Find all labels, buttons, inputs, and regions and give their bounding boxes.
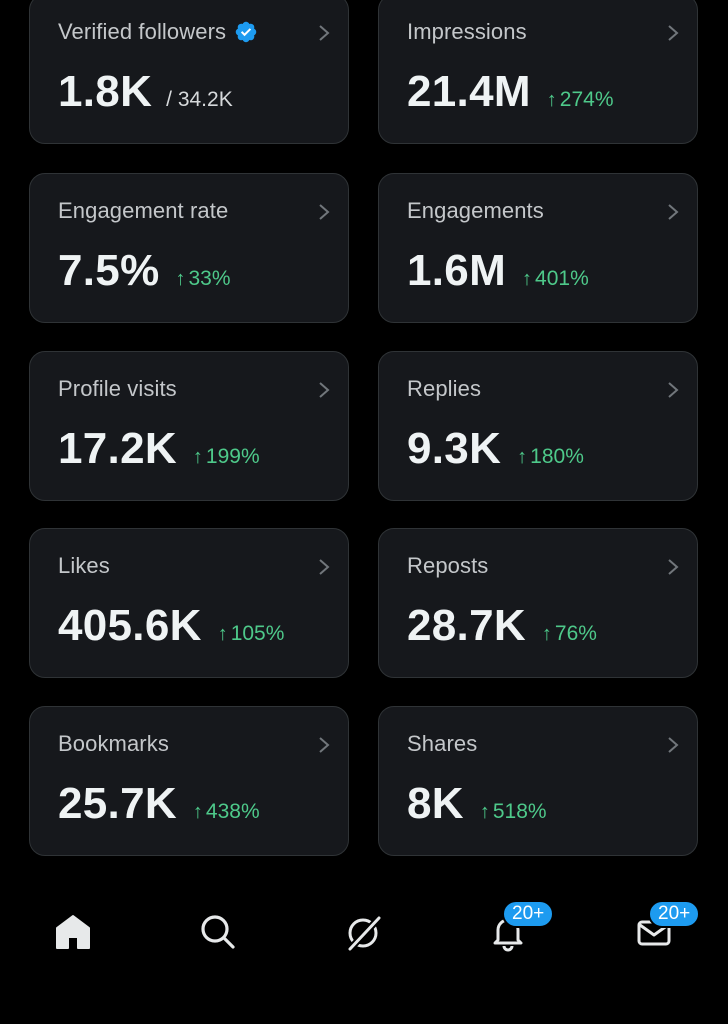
card-replies[interactable]: Replies 9.3K ↑ 180% <box>378 351 698 501</box>
card-shares[interactable]: Shares 8K ↑ 518% <box>378 706 698 856</box>
arrow-up-icon: ↑ <box>517 446 528 468</box>
card-label: Impressions <box>407 19 527 44</box>
arrow-up-icon: ↑ <box>541 623 552 645</box>
card-label: Engagements <box>407 198 544 223</box>
card-value: 1.8K <box>58 67 153 116</box>
chevron-right-icon <box>319 382 330 398</box>
search-icon <box>201 915 235 949</box>
card-delta: ↑ 438% <box>192 800 260 823</box>
chevron-right-icon <box>319 737 330 753</box>
analytics-grid: Verified followers 1.8K / 34.2K Impressi… <box>29 0 698 856</box>
card-label: Bookmarks <box>58 731 169 756</box>
card-delta: ↑ 76% <box>541 622 597 645</box>
card-value: 25.7K <box>58 779 177 828</box>
card-delta: ↑ 199% <box>192 445 260 468</box>
chevron-right-icon <box>668 382 679 398</box>
card-value: 21.4M <box>407 67 531 116</box>
card-bookmarks[interactable]: Bookmarks 25.7K ↑ 438% <box>29 706 349 856</box>
chevron-right-icon <box>668 559 679 575</box>
card-value: 1.6M <box>407 246 507 295</box>
card-label: Profile visits <box>58 376 177 401</box>
card-delta: ↑ 180% <box>517 445 584 468</box>
card-label: Likes <box>58 553 110 578</box>
grok-icon <box>347 914 383 952</box>
card-delta: ↑ 33% <box>175 267 231 290</box>
arrow-up-icon: ↑ <box>546 89 557 111</box>
arrow-up-icon: ↑ <box>217 623 228 645</box>
card-value: 9.3K <box>407 424 502 473</box>
card-engagement-rate[interactable]: Engagement rate 7.5% ↑ 33% <box>29 173 349 323</box>
card-impressions[interactable]: Impressions 21.4M ↑ 274% <box>378 0 698 144</box>
chevron-right-icon <box>319 25 330 41</box>
card-value: 8K <box>407 779 464 828</box>
card-delta: ↑ 105% <box>217 622 285 645</box>
card-total: / 34.2K <box>166 88 233 111</box>
card-label: Shares <box>407 731 478 756</box>
chevron-right-icon <box>668 25 679 41</box>
card-engagements[interactable]: Engagements 1.6M ↑ 401% <box>378 173 698 323</box>
chevron-right-icon <box>668 204 679 220</box>
card-reposts[interactable]: Reposts 28.7K ↑ 76% <box>378 528 698 678</box>
card-label: Engagement rate <box>58 198 229 223</box>
arrow-up-icon: ↑ <box>175 268 186 290</box>
card-likes[interactable]: Likes 405.6K ↑ 105% <box>29 528 349 678</box>
card-value: 405.6K <box>58 601 202 650</box>
arrow-up-icon: ↑ <box>192 801 203 823</box>
card-value: 28.7K <box>407 601 526 650</box>
home-icon <box>56 915 90 949</box>
card-profile-visits[interactable]: Profile visits 17.2K ↑ 199% <box>29 351 349 501</box>
card-value: 17.2K <box>58 424 177 473</box>
card-value: 7.5% <box>58 246 160 295</box>
arrow-up-icon: ↑ <box>192 446 203 468</box>
nav-search[interactable] <box>188 902 248 962</box>
card-label: Verified followers <box>58 19 227 44</box>
notifications-badge: 20+ <box>502 900 555 928</box>
card-delta: ↑ 274% <box>546 88 614 111</box>
card-verified-followers[interactable]: Verified followers 1.8K / 34.2K <box>29 0 349 144</box>
arrow-up-icon: ↑ <box>479 801 490 823</box>
verified-badge-icon <box>235 21 257 43</box>
chevron-right-icon <box>319 559 330 575</box>
arrow-up-icon: ↑ <box>522 268 533 290</box>
messages-badge: 20+ <box>648 900 701 928</box>
nav-home[interactable] <box>43 902 103 962</box>
card-delta: ↑ 518% <box>479 800 547 823</box>
chevron-right-icon <box>668 737 679 753</box>
card-label: Replies <box>407 376 482 401</box>
card-label: Reposts <box>407 553 489 578</box>
card-delta: ↑ 401% <box>522 267 589 290</box>
bottom-nav-bar: 20+ 20+ <box>0 880 728 1024</box>
chevron-right-icon <box>319 204 330 220</box>
nav-grok[interactable] <box>333 902 393 962</box>
